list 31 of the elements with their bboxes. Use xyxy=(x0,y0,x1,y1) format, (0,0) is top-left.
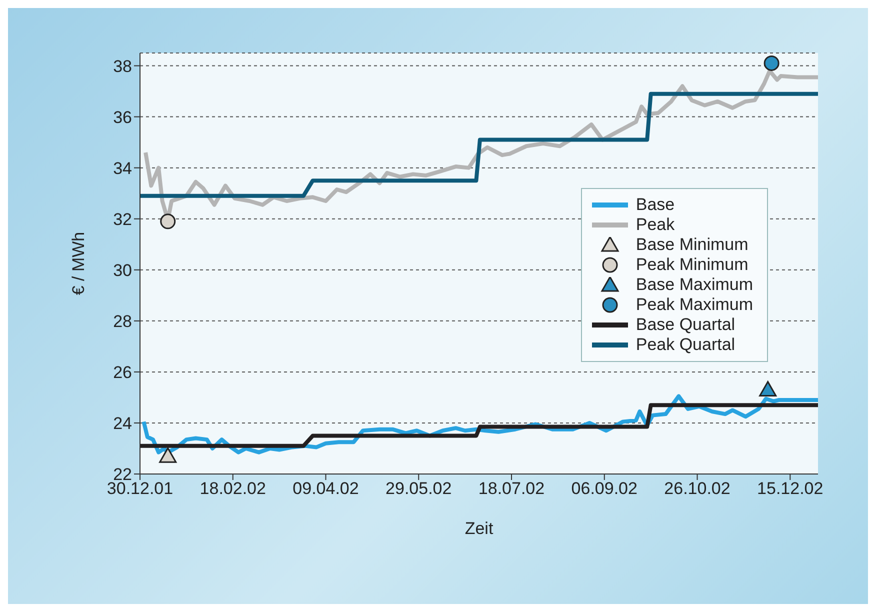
legend-label: Peak xyxy=(636,215,675,235)
legend-label: Peak Maximum xyxy=(636,295,753,315)
x-axis-title: Zeit xyxy=(464,519,494,538)
point xyxy=(764,55,780,71)
point xyxy=(160,214,176,230)
legend-label: Base Quartal xyxy=(636,315,736,335)
y-tick-label: 32 xyxy=(113,210,132,229)
x-tick-label: 06.09.02 xyxy=(571,479,638,498)
legend-label: Peak Minimum xyxy=(636,255,748,275)
y-tick-label: 26 xyxy=(113,362,132,382)
x-tick-label: 29.05.02 xyxy=(386,479,452,498)
x-tick-label: 18.02.02 xyxy=(200,479,266,498)
y-axis-title: € / MWh xyxy=(69,232,88,296)
y-tick-label: 34 xyxy=(113,158,132,178)
y-tick-label: 24 xyxy=(113,414,132,434)
y-tick-label: 28 xyxy=(113,312,132,331)
y-tick-label: 38 xyxy=(113,56,132,76)
x-tick-label: 26.10.02 xyxy=(664,479,730,498)
legend-label: Base Minimum xyxy=(636,235,748,255)
x-tick-label: 18.07.02 xyxy=(478,479,545,498)
x-tick-label: 30.12.01 xyxy=(106,479,174,498)
y-tick-label: 36 xyxy=(113,108,132,127)
line-series xyxy=(140,92,818,198)
legend-label: Peak Quartal xyxy=(636,335,736,355)
y-tick-label: 30 xyxy=(113,260,132,280)
x-tick-label: 09.04.02 xyxy=(292,479,359,498)
x-tick-label: 15.12.02 xyxy=(757,479,824,498)
point xyxy=(159,447,177,463)
legend-label: Base Maximum xyxy=(636,275,753,295)
point xyxy=(759,381,777,397)
legend-label: Base xyxy=(636,195,675,215)
